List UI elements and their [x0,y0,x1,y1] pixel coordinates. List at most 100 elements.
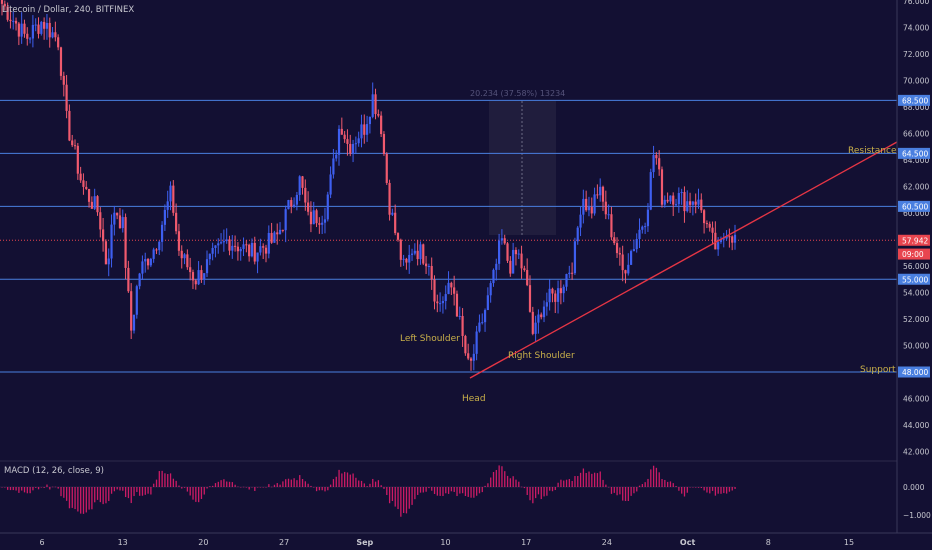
macd-bar [624,487,627,502]
candle-body [514,249,518,255]
macd-bar [490,477,492,487]
candle-body [537,314,540,323]
horizontal-levels [0,99,897,373]
macd-bar [242,486,245,488]
candle-body [20,23,23,37]
candle-body [722,238,725,240]
macd-bar [703,487,705,491]
macd-bar [723,487,725,494]
macd-bar [352,473,354,487]
candle-body [624,270,627,274]
price-tick-label: 52.000 [903,315,929,324]
macd-bar [602,479,604,487]
macd-bar [627,487,629,502]
macd-bar [335,476,337,487]
time-tick-label: Oct [680,538,696,547]
support-trendline[interactable] [469,141,898,379]
candle-body [203,273,206,280]
symbol-title: Litecoin / Dollar, 240, BITFINEX [2,5,134,15]
macd-bar [94,487,96,503]
candle-body [17,23,20,37]
macd-bar [282,481,284,487]
candlestick-series [0,0,737,371]
candle-body [683,192,686,212]
price-tick-label: 70.000 [903,77,929,86]
macd-bar [574,476,576,487]
macd-bar [669,481,672,487]
candle-body [287,200,290,210]
candle-body [526,269,529,286]
candle-body [394,212,397,234]
candle-body [346,139,349,144]
macd-bar [85,487,87,513]
candle-body [399,239,402,260]
candle-body [579,214,582,228]
candle-body [489,283,492,296]
price-tag-label: 09:00 [902,250,924,259]
macd-bar [582,468,585,487]
candle-body [102,229,105,242]
candle-body [601,186,605,202]
macd-bar [304,481,307,487]
candle-body [138,273,141,287]
macd-bar [175,480,177,487]
macd-bar [484,485,486,487]
macd-bar [551,487,554,492]
candle-body [377,114,380,116]
macd-bar [119,487,121,491]
candle-body [590,207,593,214]
macd-bar [664,479,666,487]
macd-bar [571,481,573,487]
time-tick-label: 15 [844,538,854,547]
macd-bar [459,487,461,494]
candle-body [135,286,138,315]
macd-bar [256,487,259,488]
candle-body [183,254,186,259]
macd-bar [532,487,534,504]
candle-body [554,293,557,302]
candle-body [528,285,532,312]
candle-body [127,267,130,292]
macd-bar [599,471,601,487]
candle-body [641,226,644,230]
macd-bar [268,484,270,487]
macd-bar [189,487,191,496]
candle-body [638,229,641,239]
time-axis[interactable]: 6 13 20 27 Sep 10 17 24 Oct 8 15 [39,538,854,547]
macd-bar [405,487,408,514]
candle-body [71,140,74,146]
macd-bar [265,487,267,488]
macd-bar [40,487,43,488]
macd-bar [414,487,416,500]
macd-bar [285,479,287,487]
candle-body [433,279,436,302]
macd-bar [172,478,175,487]
macd-bar [380,485,382,487]
macd-bar [223,479,225,487]
candle-body [481,322,484,324]
price-tag [898,94,930,106]
candle-body [500,238,504,241]
macd-bar [212,485,214,487]
candle-body [343,134,346,140]
macd-tick-label: −1.000 [903,511,931,520]
candle-body [307,202,310,212]
candle-body [725,236,728,239]
candle-body [492,269,495,284]
macd-bar [209,486,211,487]
price-tag [898,366,930,378]
price-tag-label: 68.500 [902,96,928,105]
macd-bar [195,487,197,502]
macd-bar [192,487,194,500]
candle-body [245,244,248,246]
macd-bar [276,483,278,487]
price-tag [898,234,930,246]
macd-bar [492,472,495,487]
candle-body [312,210,315,225]
candle-body [627,264,630,274]
macd-bar [301,479,304,487]
macd-bar [596,473,599,487]
candle-body [542,306,546,318]
candle-body [691,201,694,205]
